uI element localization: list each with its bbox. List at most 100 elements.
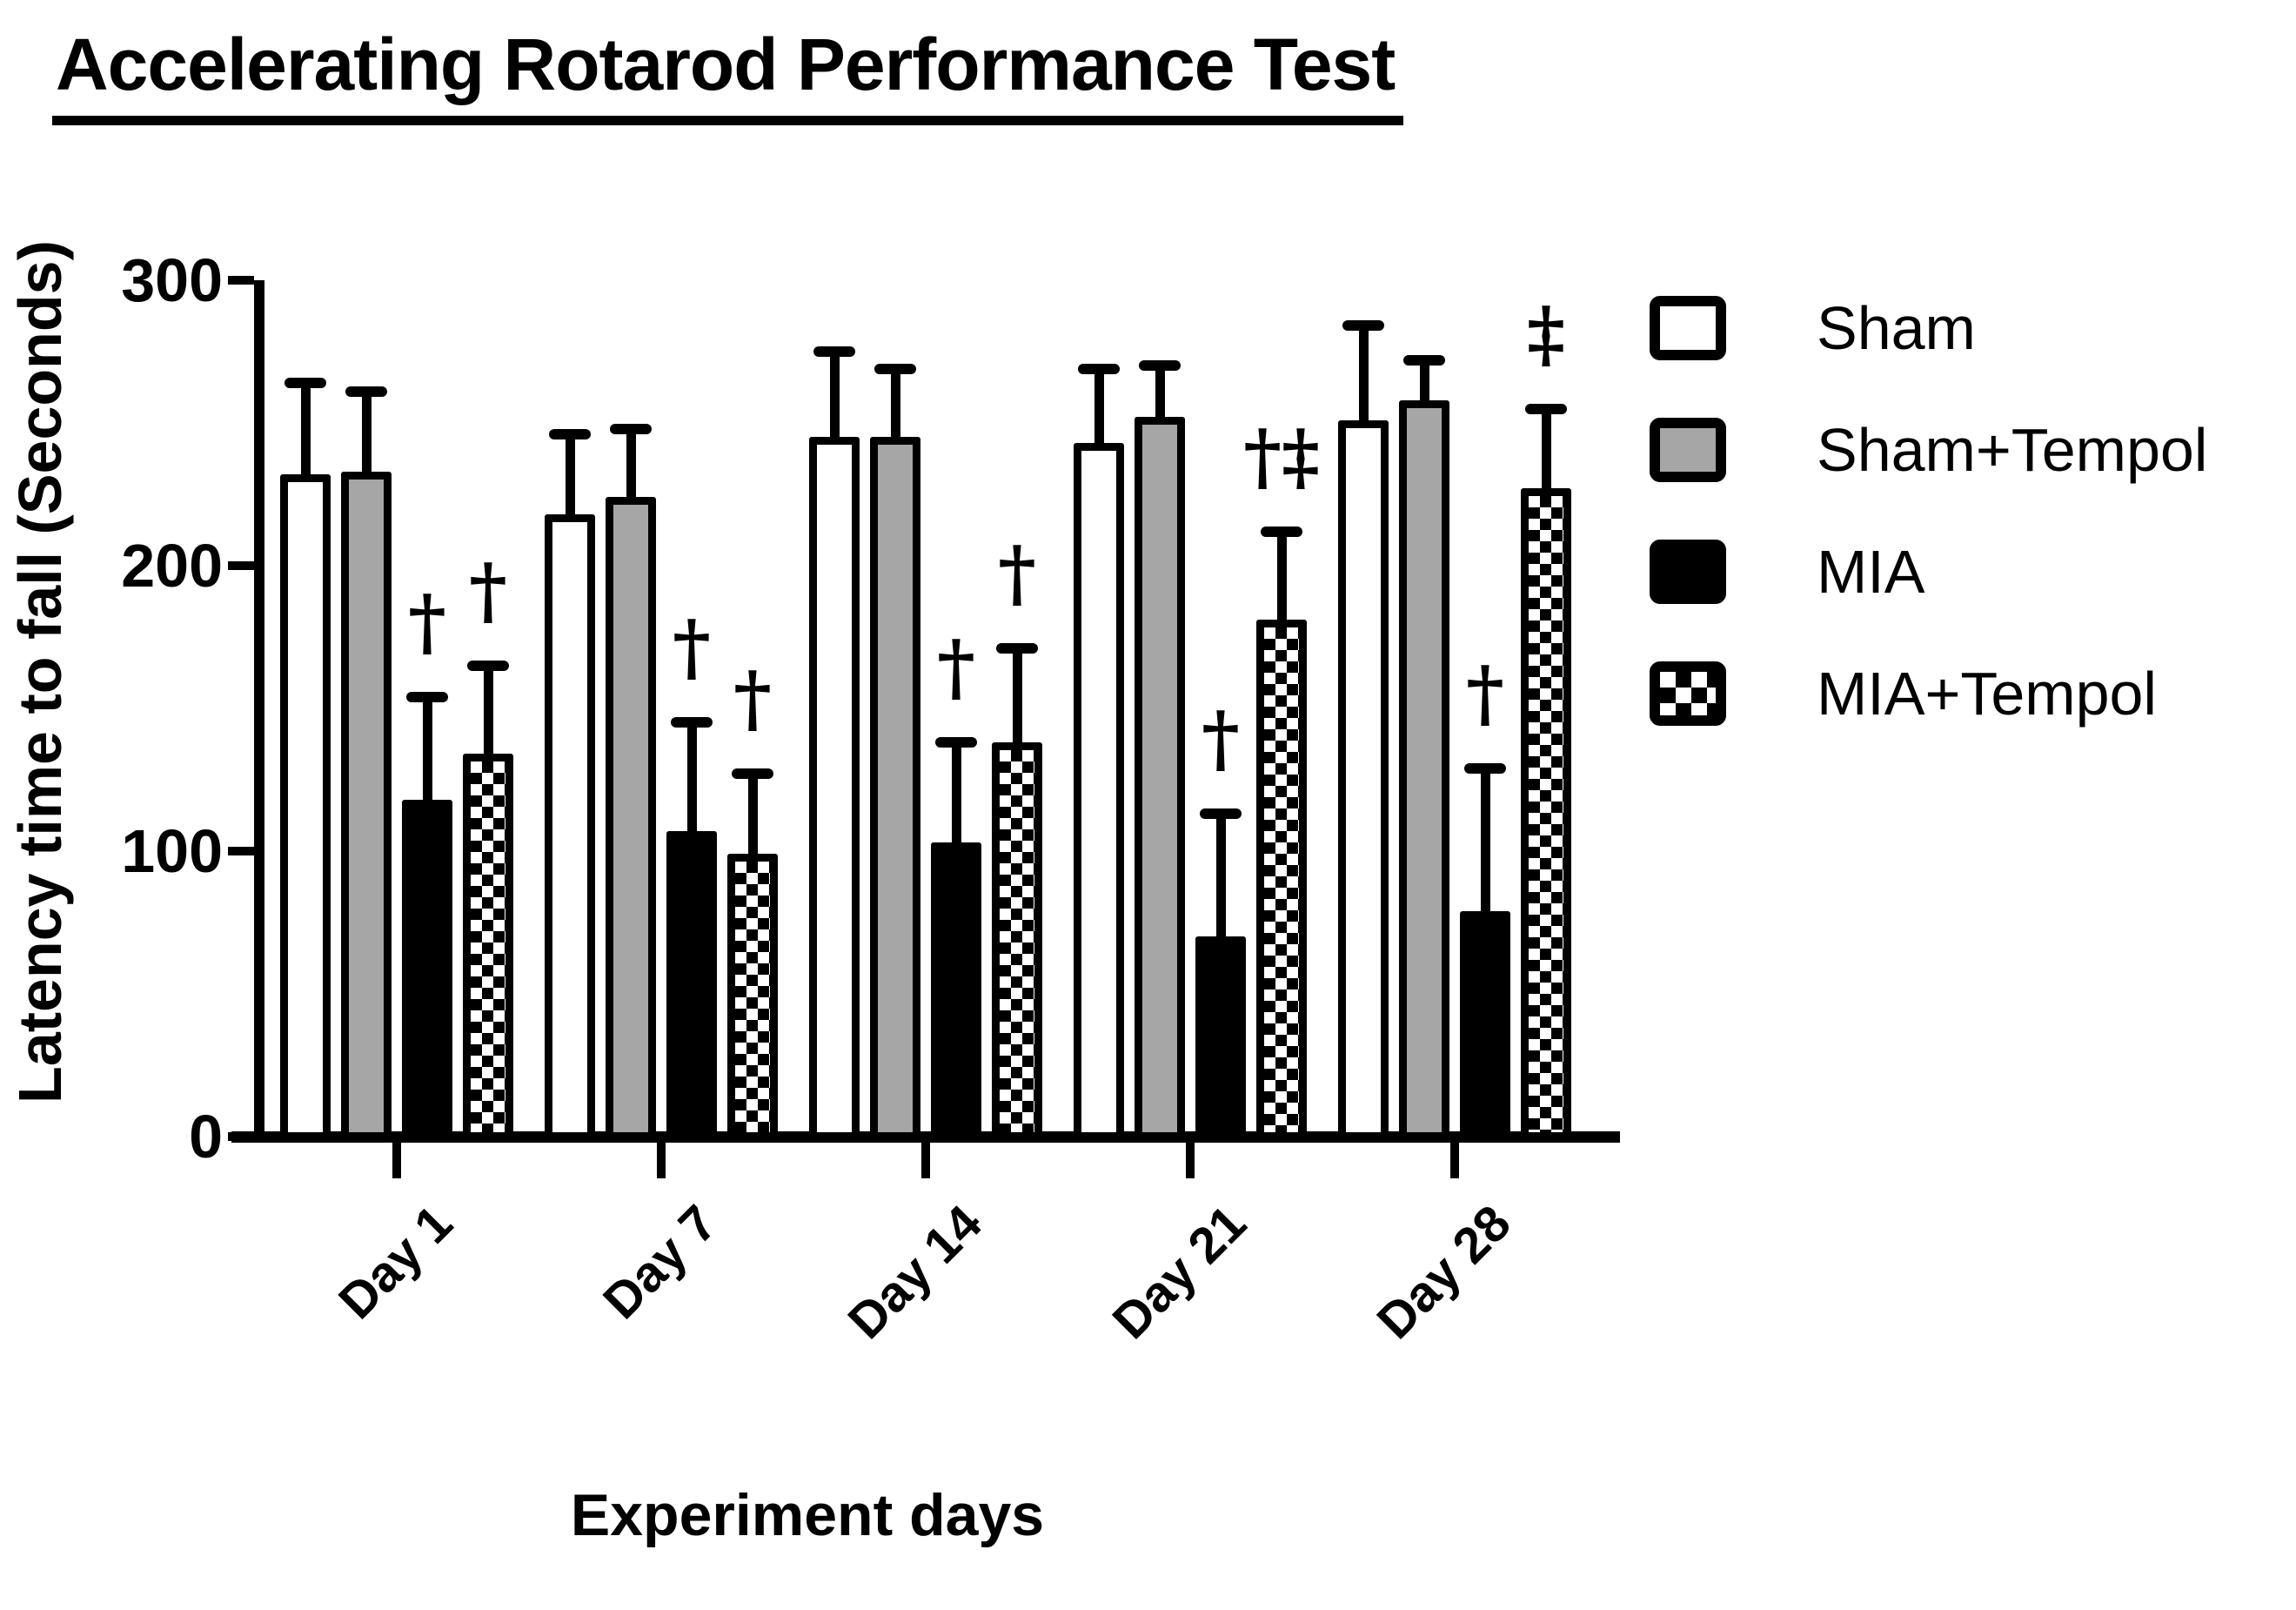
error-bar-stem (830, 352, 840, 442)
bar-mia-tempol-day-7 (727, 854, 778, 1140)
error-bar-cap (406, 692, 448, 702)
bar-mia-day-21 (1195, 936, 1246, 1140)
error-bar-cap (467, 661, 509, 671)
legend-label: MIA+Tempol (1817, 660, 2157, 728)
bar-sham-tempol-day-7 (606, 497, 656, 1140)
chart-title: Accelerating Rotarod Performance Test (52, 23, 1404, 125)
error-bar-cap (1261, 527, 1302, 537)
error-bar-stem (301, 383, 311, 480)
error-bar-cap (996, 643, 1038, 654)
error-bar-stem (566, 434, 575, 520)
error-bar-cap (1139, 360, 1181, 371)
error-bar-stem (952, 742, 961, 848)
legend-label: Sham (1817, 294, 1976, 362)
error-bar-cap (1464, 763, 1506, 774)
bar-sham-day-14 (809, 437, 860, 1140)
error-bar-cap (345, 386, 387, 397)
bar-mia-day-14 (931, 842, 981, 1140)
bar-mia-tempol-day-14 (992, 742, 1042, 1140)
y-tick-200 (228, 561, 254, 570)
bar-mia-tempol-day-28 (1521, 488, 1571, 1140)
error-bar-cap (1200, 808, 1242, 819)
error-bar-cap (732, 768, 773, 779)
error-bar-cap (935, 737, 977, 748)
y-tick-0 (228, 1132, 254, 1141)
y-tick-label-300: 300 (121, 246, 223, 314)
error-bar-stem (1359, 325, 1369, 426)
sig-marker: † (408, 579, 446, 665)
bar-sham-day-28 (1338, 420, 1389, 1140)
legend-swatch-mia-tempol (1650, 661, 1726, 726)
error-bar-cap (284, 378, 326, 388)
y-axis-label: Latency time to fall (Seconds) (6, 240, 74, 1104)
sig-marker: † (1202, 695, 1240, 782)
bar-mia-tempol-day-1 (463, 754, 513, 1140)
error-bar-cap (671, 717, 713, 728)
x-tick-label-Day 14: Day 14 (837, 1194, 993, 1350)
x-tick-Day 14 (921, 1142, 930, 1178)
error-bar-stem (1420, 360, 1429, 406)
sig-marker: † (673, 604, 711, 690)
bar-sham-day-21 (1074, 443, 1124, 1140)
error-bar-stem (362, 392, 372, 477)
x-tick-Day 7 (657, 1142, 666, 1178)
error-bar-stem (687, 722, 697, 836)
y-tick-100 (228, 847, 254, 855)
bar-sham-tempol-day-14 (870, 437, 920, 1140)
bar-sham-tempol-day-21 (1135, 417, 1185, 1140)
x-tick-label-Day 21: Day 21 (1101, 1194, 1257, 1350)
sig-marker: † (1466, 650, 1504, 736)
bar-mia-day-7 (666, 831, 717, 1140)
y-tick-label-0: 0 (189, 1103, 223, 1171)
error-bar-stem (1277, 532, 1287, 625)
bar-sham-tempol-day-28 (1399, 400, 1449, 1140)
sig-marker: † (733, 655, 772, 741)
error-bar-cap (1078, 364, 1120, 374)
error-bar-stem (891, 369, 900, 442)
y-tick-300 (228, 276, 254, 285)
error-bar-cap (549, 429, 591, 439)
bar-sham-tempol-day-1 (341, 472, 392, 1140)
error-bar-stem (484, 666, 493, 759)
error-bar-cap (813, 346, 855, 357)
bar-sham-day-1 (280, 474, 331, 1140)
y-tick-label-200: 200 (121, 532, 223, 600)
error-bar-stem (1013, 648, 1022, 748)
legend-item-mia: MIA (1650, 540, 1924, 604)
error-bar-cap (874, 364, 916, 374)
sig-marker: †‡ (1243, 413, 1320, 500)
error-bar-stem (748, 774, 758, 859)
x-tick-Day 1 (392, 1142, 401, 1178)
x-tick-Day 28 (1450, 1142, 1459, 1178)
error-bar-cap (610, 424, 652, 434)
error-bar-cap (1525, 404, 1567, 414)
x-axis-label: Experiment days (570, 1482, 1045, 1548)
x-tick-label-Day 28: Day 28 (1366, 1194, 1522, 1350)
error-bar-stem (1094, 369, 1104, 448)
legend-item-sham-tempol: Sham+Tempol (1650, 418, 2207, 482)
x-tick-label-Day 7: Day 7 (592, 1194, 728, 1331)
error-bar-cap (1403, 355, 1445, 366)
y-axis-line (254, 280, 264, 1137)
legend-label: Sham+Tempol (1817, 416, 2208, 484)
error-bar-stem (423, 697, 432, 805)
bar-mia-day-28 (1460, 911, 1510, 1140)
error-bar-stem (1216, 814, 1226, 942)
sig-marker: † (469, 547, 507, 634)
bar-mia-day-1 (402, 800, 452, 1140)
bar-sham-day-7 (545, 514, 595, 1140)
bar-mia-tempol-day-21 (1256, 620, 1307, 1140)
error-bar-cap (1342, 320, 1384, 331)
legend-item-sham: Sham (1650, 296, 1976, 360)
legend-swatch-mia (1650, 540, 1726, 604)
sig-marker: † (998, 530, 1036, 616)
y-tick-label-100: 100 (121, 817, 223, 885)
sig-marker: † (937, 624, 975, 710)
error-bar-stem (626, 429, 636, 502)
x-tick-Day 21 (1186, 1142, 1195, 1178)
legend-swatch-sham-tempol (1650, 418, 1726, 482)
x-tick-label-Day 1: Day 1 (328, 1194, 464, 1331)
legend-swatch-sham (1650, 296, 1726, 360)
error-bar-stem (1542, 409, 1551, 493)
